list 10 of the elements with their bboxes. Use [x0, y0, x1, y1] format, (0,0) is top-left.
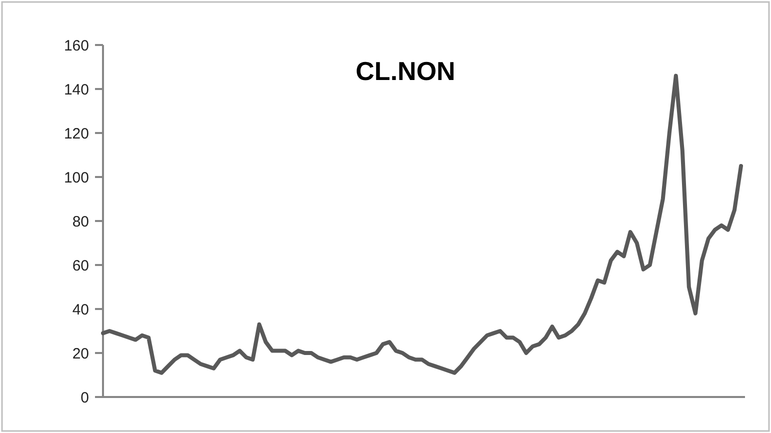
y-tick-label: 120	[64, 125, 89, 142]
y-tick-label: 20	[72, 345, 89, 362]
y-tick-label: 140	[64, 81, 89, 98]
y-tick-label: 100	[64, 169, 89, 186]
y-tick-label: 0	[80, 389, 89, 406]
chart-title: CL.NON	[356, 56, 456, 86]
y-tick-label: 40	[72, 301, 89, 318]
y-tick-label: 60	[72, 257, 89, 274]
y-tick-label: 160	[64, 37, 89, 54]
y-tick-label: 80	[72, 213, 89, 230]
